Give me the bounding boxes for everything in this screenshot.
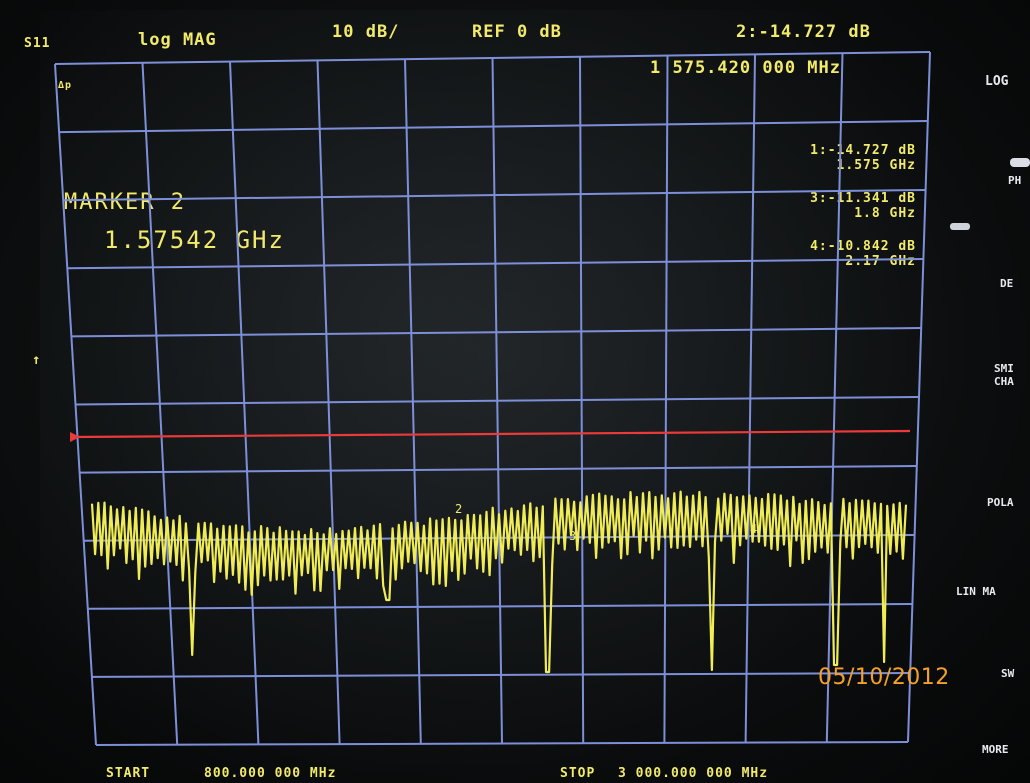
reference-marker-icon (70, 432, 80, 442)
start-label: START (106, 766, 151, 781)
stop-label: STOP (560, 766, 596, 781)
softkey-delay[interactable]: DE (1000, 277, 1014, 290)
date-stamp: 05/10/2012 (818, 665, 950, 690)
softkey-log[interactable]: LOG (985, 74, 1009, 89)
trace-marker-label: 2 (455, 502, 462, 516)
softkey-phase[interactable]: PH (1008, 174, 1022, 187)
softkey-smith-chart[interactable]: SMI CHA (994, 362, 1014, 388)
sub-left-label: Δp (58, 80, 73, 91)
scale-label: 10 dB/ (332, 22, 400, 42)
trace-marker-label: 4 (750, 522, 757, 536)
format-label: log MAG (138, 30, 217, 50)
softkey-more[interactable]: MORE (982, 743, 1009, 756)
grid-line-horizontal (67, 258, 924, 270)
marker-4-amplitude: 4:-10.842 dB (810, 239, 916, 254)
start-value: 800.000 000 MHz (204, 766, 337, 781)
marker-4-frequency: 2.17 GHz (845, 254, 916, 269)
grid-line-horizontal (87, 603, 913, 610)
grid-line-horizontal (63, 189, 926, 202)
softkey-indicator-2 (950, 223, 970, 230)
reference-line (71, 429, 911, 439)
screen-glow (40, 10, 980, 783)
trace-markers: 2 3 4 (455, 502, 757, 543)
measurement-trace (90, 490, 908, 674)
softkey-swr[interactable]: SW (1001, 667, 1015, 680)
marker-3-amplitude: 3:-11.341 dB (810, 191, 916, 206)
marker-1-frequency: 1.575 GHz (836, 158, 916, 173)
trace-marker-label: 3 (569, 529, 576, 543)
grid-line-horizontal (54, 51, 931, 65)
graticule-grid (54, 51, 931, 746)
marker-1-amplitude: 1:-14.727 dB (810, 143, 916, 158)
grid-line-horizontal (79, 465, 917, 474)
arrow-up-icon: ↑ (32, 352, 42, 368)
reference-label: REF 0 dB (472, 22, 562, 42)
softkey-indicator (1010, 158, 1030, 167)
grid-line-horizontal (71, 327, 922, 338)
marker-list: 1:-14.727 dB 1.575 GHz 3:-11.341 dB 1.8 … (726, 143, 916, 269)
marker-value: 1.57542 GHz (104, 226, 285, 254)
grid-line-horizontal (59, 120, 928, 134)
active-marker-frequency: 1 575.420 000 MHz (650, 58, 841, 78)
active-marker-readout: 2:-14.727 dB (736, 22, 871, 42)
marker-3-frequency: 1.8 GHz (854, 206, 916, 221)
grid-line-horizontal (75, 396, 920, 406)
channel-label: S11 (24, 36, 51, 51)
marker-title: MARKER 2 (64, 190, 186, 215)
softkey-polar[interactable]: POLA (987, 496, 1014, 509)
stop-value: 3 000.000 000 MHz (618, 766, 769, 781)
grid-line-horizontal (91, 672, 911, 678)
softkey-lin-mag[interactable]: LIN MA (956, 585, 996, 598)
grid-line-horizontal (95, 741, 909, 746)
